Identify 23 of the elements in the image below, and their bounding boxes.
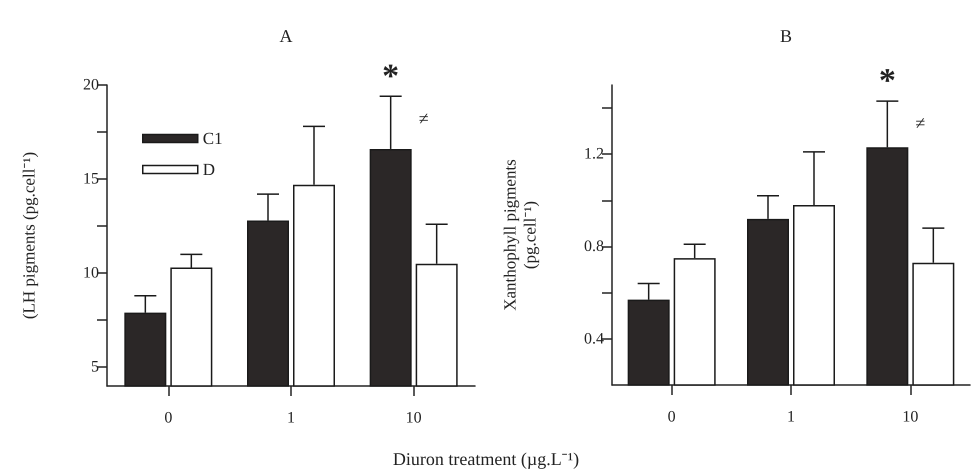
- y-tick-label: 0.4: [584, 330, 604, 348]
- x-axis-title: Diuron treatment (µg.L⁻¹): [392, 448, 580, 470]
- x-tick-label: 1: [787, 408, 795, 426]
- y-tick-label: 1.2: [584, 146, 604, 163]
- annotation: ≠: [915, 113, 926, 134]
- annotation: ≠: [418, 108, 429, 128]
- chart-title: B: [780, 26, 792, 46]
- x-tick-label: 1: [287, 410, 295, 426]
- x-tick-label: 0: [164, 410, 172, 426]
- annotation: *: [382, 58, 400, 95]
- chart-title: A: [280, 26, 292, 46]
- y-tick-label: 15: [83, 170, 99, 188]
- annotation: *: [878, 62, 896, 100]
- x-tick-label: 0: [668, 408, 676, 426]
- y-tick-label: 10: [83, 264, 99, 282]
- x-tick-label: 10: [406, 410, 422, 426]
- y-axis-title: Xanthophyll pigments (pg.cell⁻¹): [500, 159, 540, 311]
- x-tick-label: 10: [902, 408, 918, 426]
- y-axis-title: (LH pigments (pg.cell⁻¹): [20, 152, 38, 320]
- legend-label: C1: [202, 129, 223, 148]
- legend-label: D: [202, 160, 216, 179]
- y-tick-label: 0.8: [584, 238, 604, 256]
- y-tick-label: 20: [83, 76, 99, 94]
